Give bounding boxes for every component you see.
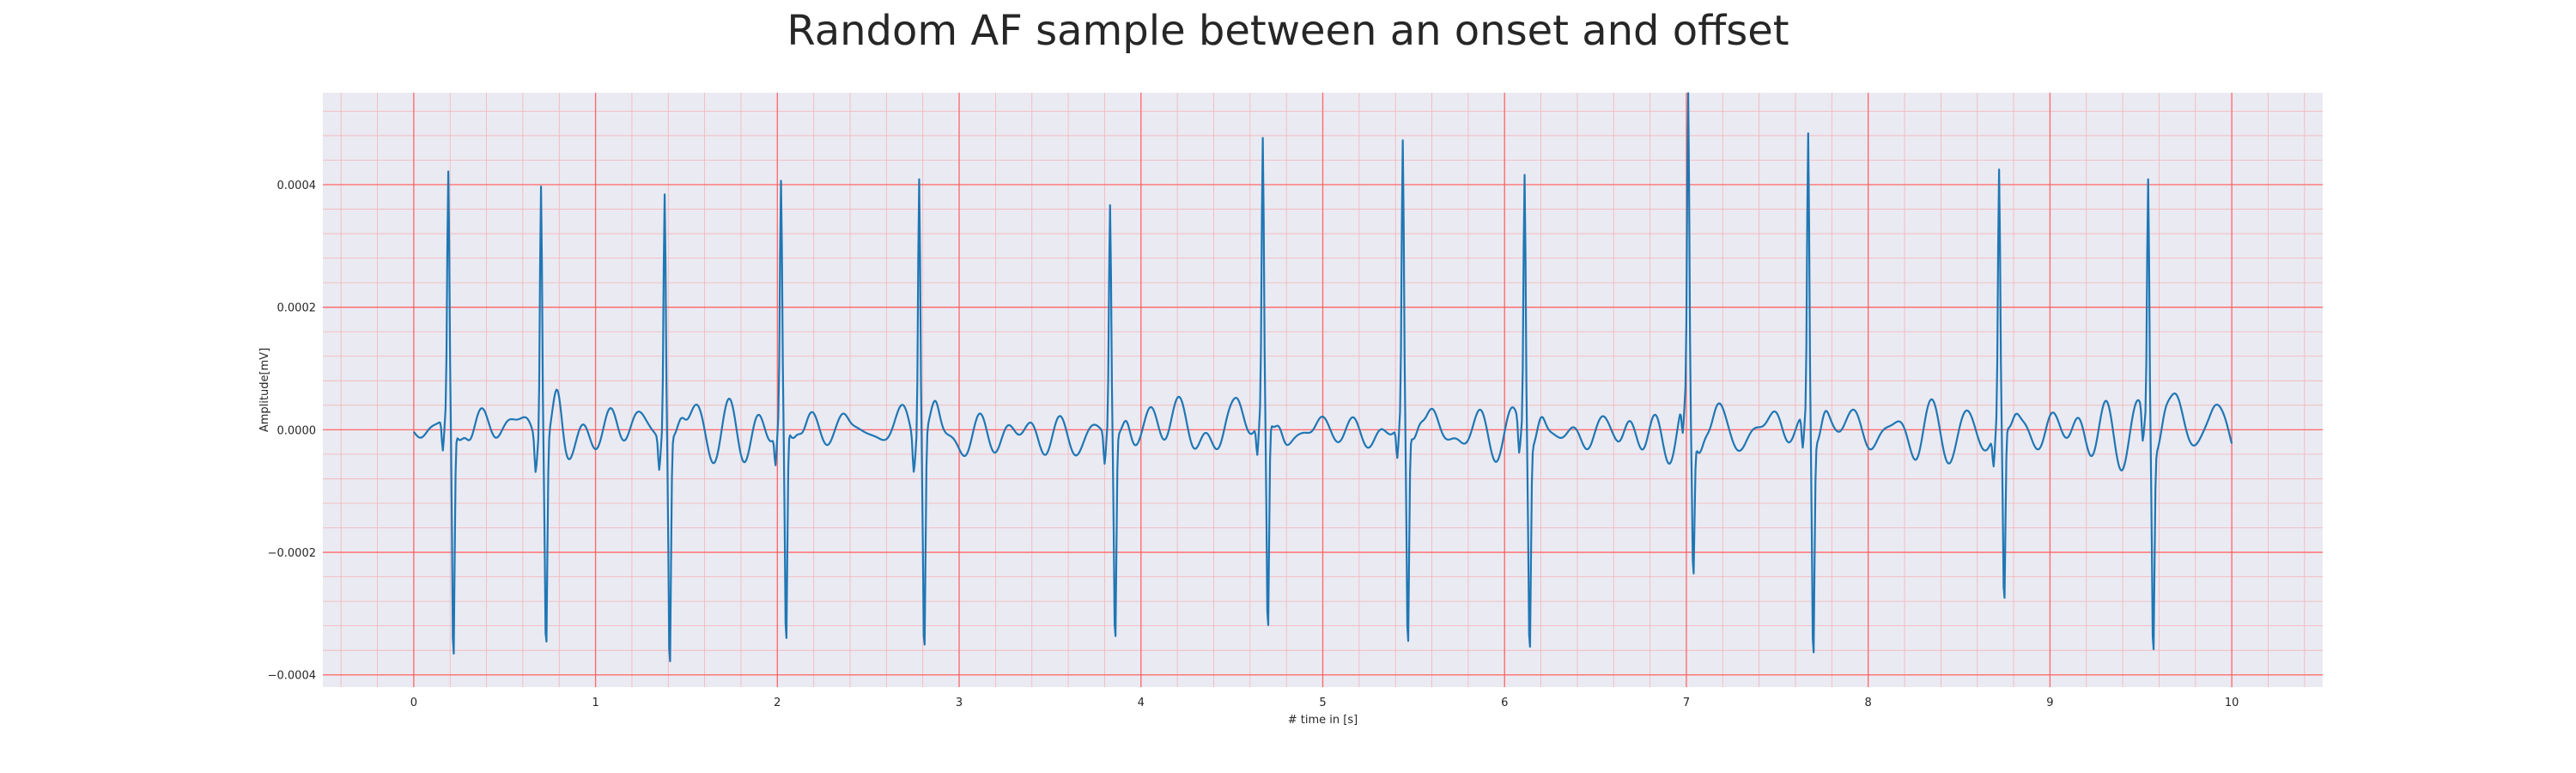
ecg-signal-line xyxy=(412,92,2233,662)
x-tick-label: 2 xyxy=(774,697,781,709)
x-tick-label: 3 xyxy=(956,697,963,709)
y-tick-label: −0.0004 xyxy=(268,670,316,683)
y-tick-label: −0.0002 xyxy=(268,547,316,560)
y-tick-label: 0.0000 xyxy=(277,424,317,437)
y-tick-label: 0.0002 xyxy=(277,302,317,315)
x-tick-label: 1 xyxy=(592,697,598,709)
x-tick-label: 8 xyxy=(1865,697,1872,709)
y-tick-label: 0.0004 xyxy=(277,180,317,192)
x-tick-label: 9 xyxy=(2046,697,2053,709)
x-axis-label: # time in [s] xyxy=(1288,714,1358,727)
x-tick-label: 6 xyxy=(1501,697,1508,709)
x-tick-label: 10 xyxy=(2225,697,2239,709)
x-tick-label: 5 xyxy=(1319,697,1326,709)
x-tick-label: 7 xyxy=(1683,697,1690,709)
y-axis-label: Amplitude[mV] xyxy=(258,348,271,432)
x-tick-label: 0 xyxy=(410,697,417,709)
x-tick-label: 4 xyxy=(1138,697,1145,709)
chart-title: Random AF sample between an onset and of… xyxy=(787,7,1789,55)
